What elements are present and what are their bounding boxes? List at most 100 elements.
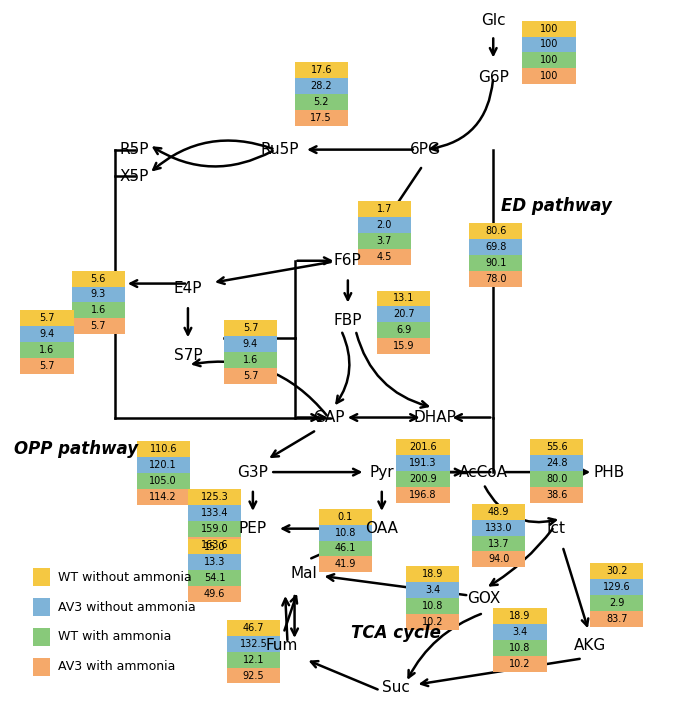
- Text: 2.9: 2.9: [609, 598, 625, 608]
- Text: 133.4: 133.4: [201, 508, 228, 518]
- Bar: [136, 457, 190, 473]
- Bar: [522, 69, 575, 84]
- Bar: [224, 368, 277, 384]
- Bar: [33, 598, 50, 616]
- Text: 5.7: 5.7: [242, 323, 258, 333]
- Text: 49.6: 49.6: [204, 589, 225, 599]
- Bar: [188, 586, 241, 602]
- Text: 94.0: 94.0: [488, 554, 509, 564]
- Text: AV3 without ammonia: AV3 without ammonia: [58, 600, 196, 613]
- Text: 196.8: 196.8: [409, 490, 437, 500]
- Bar: [188, 555, 241, 570]
- Bar: [295, 79, 348, 94]
- Bar: [493, 655, 547, 672]
- Bar: [188, 570, 241, 586]
- Text: Ict: Ict: [547, 521, 566, 536]
- Bar: [472, 536, 525, 551]
- Text: AcCoA: AcCoA: [459, 465, 508, 480]
- Text: Pyr: Pyr: [369, 465, 394, 480]
- Text: 5.7: 5.7: [39, 361, 55, 371]
- Text: 1.6: 1.6: [39, 345, 55, 355]
- Text: 6.9: 6.9: [396, 325, 411, 335]
- Bar: [590, 595, 643, 611]
- Bar: [472, 504, 525, 520]
- Bar: [469, 271, 522, 286]
- Text: 100: 100: [540, 39, 558, 49]
- Text: 18.9: 18.9: [422, 569, 443, 579]
- Text: 129.6: 129.6: [603, 582, 631, 592]
- Text: 159.0: 159.0: [201, 523, 228, 533]
- Text: 3.4: 3.4: [425, 585, 440, 595]
- Text: 15.0: 15.0: [204, 541, 225, 551]
- Text: 0.1: 0.1: [338, 512, 353, 522]
- Bar: [188, 489, 241, 505]
- Text: TCA cycle: TCA cycle: [351, 624, 441, 642]
- Text: 5.6: 5.6: [90, 273, 106, 283]
- Bar: [377, 306, 430, 322]
- Text: AV3 with ammonia: AV3 with ammonia: [58, 660, 175, 673]
- Text: 200.9: 200.9: [409, 474, 437, 484]
- Text: 125.3: 125.3: [201, 492, 229, 502]
- Text: S7P: S7P: [173, 348, 202, 363]
- Bar: [227, 635, 280, 652]
- Text: WT with ammonia: WT with ammonia: [58, 630, 171, 643]
- Bar: [227, 668, 280, 683]
- Bar: [188, 521, 241, 537]
- Bar: [188, 538, 241, 555]
- Text: 1.6: 1.6: [242, 355, 258, 365]
- Text: GOX: GOX: [467, 590, 500, 605]
- Bar: [397, 439, 449, 456]
- Bar: [358, 201, 411, 217]
- Bar: [33, 658, 50, 675]
- Bar: [227, 652, 280, 668]
- Bar: [590, 611, 643, 627]
- Text: F6P: F6P: [334, 253, 362, 268]
- Text: Ru5P: Ru5P: [261, 142, 299, 157]
- Text: 17.5: 17.5: [310, 113, 332, 123]
- Bar: [319, 509, 372, 525]
- Text: G6P: G6P: [478, 70, 509, 85]
- Text: 38.6: 38.6: [546, 490, 567, 500]
- Bar: [590, 563, 643, 579]
- Bar: [590, 579, 643, 595]
- Text: 17.6: 17.6: [310, 65, 332, 75]
- Bar: [188, 537, 241, 553]
- Text: 9.4: 9.4: [39, 329, 55, 339]
- Text: 100: 100: [540, 55, 558, 65]
- Bar: [295, 62, 348, 79]
- Bar: [295, 94, 348, 110]
- Bar: [377, 291, 430, 306]
- Text: 1.7: 1.7: [377, 204, 392, 214]
- Bar: [406, 566, 460, 582]
- Text: 24.8: 24.8: [546, 458, 567, 468]
- Bar: [469, 255, 522, 271]
- Bar: [530, 471, 584, 487]
- Bar: [397, 456, 449, 471]
- Text: 133.0: 133.0: [485, 523, 512, 533]
- Bar: [72, 271, 125, 286]
- Text: 83.7: 83.7: [606, 614, 627, 624]
- Text: WT without ammonia: WT without ammonia: [58, 570, 192, 584]
- Bar: [358, 249, 411, 265]
- Text: 5.7: 5.7: [39, 313, 55, 323]
- Text: 10.2: 10.2: [509, 658, 531, 668]
- Bar: [397, 487, 449, 503]
- Text: 5.7: 5.7: [90, 321, 106, 331]
- Bar: [469, 239, 522, 255]
- Bar: [358, 217, 411, 233]
- Text: 18.9: 18.9: [509, 611, 531, 621]
- Text: 100: 100: [540, 71, 558, 81]
- Bar: [319, 525, 372, 540]
- Text: 80.0: 80.0: [546, 474, 567, 484]
- Bar: [295, 110, 348, 126]
- Text: Glc: Glc: [481, 13, 506, 28]
- Bar: [319, 556, 372, 573]
- Text: 46.7: 46.7: [242, 623, 264, 633]
- Bar: [522, 36, 575, 52]
- Text: PEP: PEP: [239, 521, 267, 536]
- Text: 132.5: 132.5: [240, 639, 267, 649]
- Text: OPP pathway: OPP pathway: [14, 441, 138, 458]
- Text: X5P: X5P: [120, 169, 149, 184]
- Bar: [33, 628, 50, 645]
- Text: 69.8: 69.8: [485, 242, 506, 252]
